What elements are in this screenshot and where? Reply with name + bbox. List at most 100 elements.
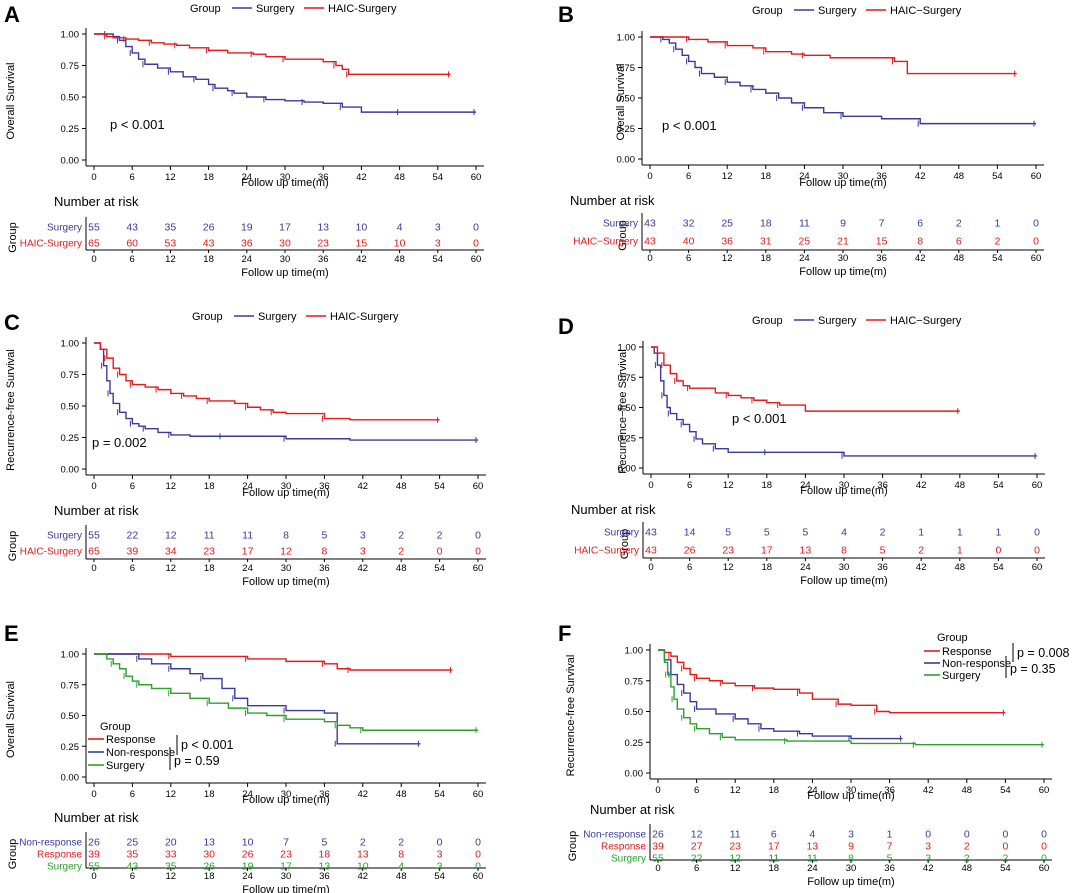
x-tick-label: 42 (915, 253, 926, 264)
legend-title: Group (192, 311, 223, 323)
risk-value: 0 (964, 829, 970, 841)
risk-value: 1 (918, 527, 924, 539)
panel-f: F0.000.250.500.751.000 6 12 18 24 30 36 42 48 54 6… (558, 621, 1070, 888)
x-tick-label: 48 (396, 481, 407, 492)
risk-value: 4 (809, 829, 815, 841)
risk-value: 14 (684, 527, 696, 539)
x-tick-label: 0 (91, 172, 96, 183)
x-tick-label: 24 (807, 785, 818, 796)
x-tick-label: 48 (962, 785, 973, 796)
x-tick-label: 60 (1031, 171, 1042, 182)
risk-value: 10 (357, 861, 369, 873)
risk-value: 11 (204, 530, 215, 542)
risk-row-name: Response (37, 850, 82, 861)
risk-value: 0 (995, 545, 1001, 557)
risk-value: 2 (1002, 853, 1008, 865)
x-tick-label: 12 (730, 785, 741, 796)
x-tick-label: 60 (1032, 480, 1043, 491)
x-tick-label: 18 (204, 871, 215, 882)
x-tick-label: 30 (838, 253, 849, 264)
risk-value: 4 (841, 527, 847, 539)
x-tick-label: 60 (471, 172, 482, 183)
risk-value: 2 (360, 837, 366, 849)
x-tick-label: 60 (1031, 253, 1042, 264)
risk-value: 0 (473, 238, 479, 250)
risk-value: 2 (956, 218, 962, 230)
risk-value: 7 (879, 218, 885, 230)
legend-entry: Surgery (818, 315, 857, 327)
x-tick-label: 6 (694, 863, 699, 874)
x-tick-label: 6 (686, 171, 691, 182)
y-tick-label: 0.25 (61, 433, 80, 444)
legend-entry: Surgery (256, 3, 295, 15)
x-tick-label: 30 (281, 563, 292, 574)
x-tick-label: 0 (91, 254, 96, 265)
x-tick-label: 24 (242, 172, 253, 183)
risk-value: 26 (203, 861, 215, 873)
risk-value: 26 (242, 849, 254, 861)
x-tick-label: 30 (846, 785, 857, 796)
x-tick-label: 30 (280, 172, 291, 183)
risk-value: 1 (995, 527, 1001, 539)
risk-table-title: Number at risk (54, 194, 139, 209)
risk-value: 13 (807, 841, 819, 853)
risk-value: 8 (321, 546, 327, 558)
risk-value: 32 (683, 218, 695, 230)
risk-value: 1 (957, 545, 963, 557)
risk-value: 43 (644, 236, 656, 248)
risk-value: 0 (1033, 236, 1039, 248)
x-tick-label: 0 (655, 863, 660, 874)
risk-value: 26 (203, 222, 215, 234)
risk-row-name: Non-response (19, 838, 82, 849)
y-axis-title: Overall Survival (615, 63, 627, 140)
p-value: p = 0.008 (1017, 646, 1070, 660)
series-line-response (658, 649, 1006, 714)
risk-table-title: Number at risk (590, 802, 675, 817)
risk-value: 13 (203, 837, 215, 849)
x-tick-label: 18 (204, 481, 215, 492)
risk-value: 1 (994, 218, 1000, 230)
risk-table-group-label: Group (7, 222, 19, 253)
x-tick-label: 18 (204, 563, 215, 574)
x-tick-label: 54 (433, 254, 444, 265)
x-tick-label: 42 (923, 863, 934, 874)
x-tick-label: 18 (761, 253, 772, 264)
y-tick-label: 0.75 (61, 370, 80, 381)
x-tick-label: 12 (165, 172, 176, 183)
risk-value: 6 (956, 236, 962, 248)
x-axis-title: Follow up time(m) (242, 884, 329, 893)
risk-value: 35 (127, 849, 139, 861)
x-tick-label: 0 (91, 789, 96, 800)
risk-value: 43 (127, 861, 139, 873)
y-tick-label: 1.00 (61, 650, 80, 661)
risk-value: 0 (1041, 841, 1047, 853)
risk-table-title: Number at risk (570, 193, 655, 208)
risk-value: 5 (321, 530, 327, 542)
x-tick-label: 36 (319, 481, 330, 492)
risk-value: 13 (317, 222, 329, 234)
risk-value: 6 (917, 218, 923, 230)
x-tick-label: 24 (800, 562, 811, 573)
x-tick-label: 60 (1032, 562, 1043, 573)
risk-value: 0 (925, 829, 931, 841)
risk-value: 0 (475, 849, 481, 861)
x-tick-label: 54 (992, 171, 1003, 182)
risk-value: 35 (165, 861, 177, 873)
risk-value: 8 (283, 530, 289, 542)
legend-entry: Non-response (106, 747, 175, 759)
y-tick-label: 0.00 (61, 156, 80, 167)
y-tick-label: 0.75 (625, 676, 644, 687)
risk-value: 43 (645, 527, 657, 539)
x-tick-label: 6 (130, 172, 135, 183)
risk-value: 22 (691, 853, 703, 865)
risk-value: 8 (848, 853, 854, 865)
risk-value: 7 (887, 841, 893, 853)
risk-value: 25 (127, 837, 139, 849)
y-tick-label: 1.00 (617, 33, 636, 44)
x-tick-label: 18 (204, 789, 215, 800)
series-line-surgery (650, 36, 1036, 125)
panel-b: B0.000.250.500.751.000 6 12 18 24 30 36 42 48 54 6… (558, 2, 1044, 278)
x-tick-label: 6 (686, 253, 691, 264)
risk-value: 65 (88, 238, 100, 250)
risk-table-group-label: Group (619, 529, 631, 560)
